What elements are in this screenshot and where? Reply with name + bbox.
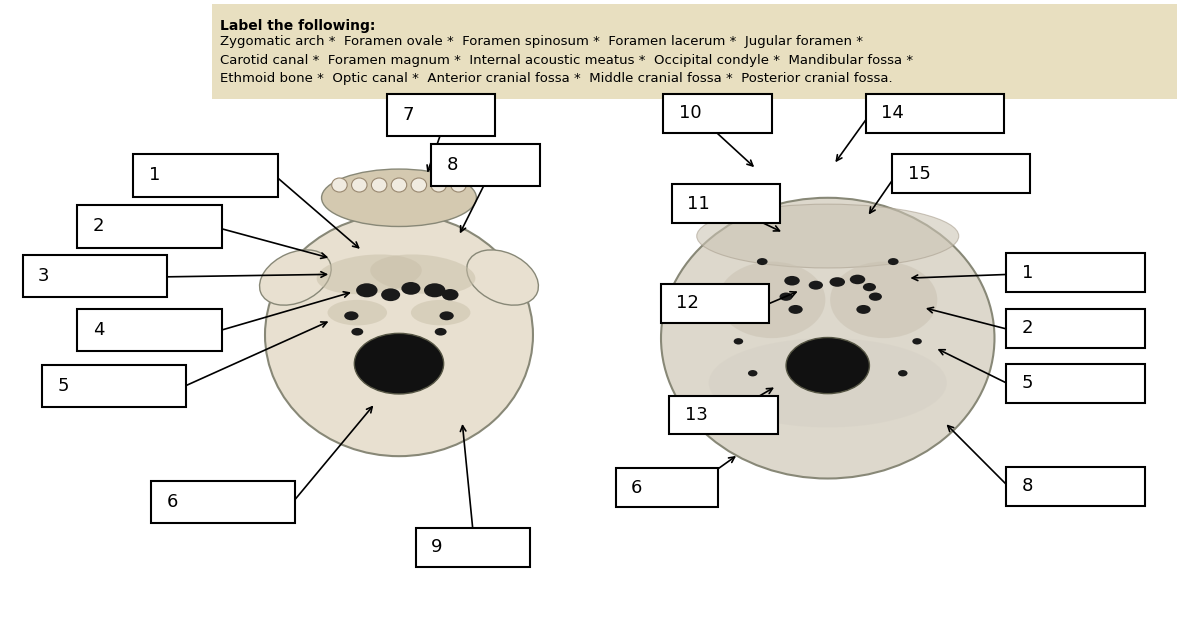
- FancyBboxPatch shape: [616, 468, 718, 507]
- Ellipse shape: [424, 283, 445, 297]
- Ellipse shape: [809, 281, 823, 290]
- Ellipse shape: [322, 169, 476, 226]
- Ellipse shape: [748, 370, 757, 376]
- FancyBboxPatch shape: [151, 481, 295, 523]
- Ellipse shape: [381, 288, 400, 301]
- Ellipse shape: [757, 258, 768, 265]
- Ellipse shape: [788, 305, 803, 314]
- Text: 14: 14: [881, 104, 904, 122]
- Text: 8: 8: [447, 156, 459, 174]
- Ellipse shape: [391, 178, 406, 192]
- Ellipse shape: [718, 262, 825, 338]
- Ellipse shape: [862, 283, 875, 291]
- Ellipse shape: [830, 262, 937, 338]
- FancyBboxPatch shape: [431, 144, 540, 186]
- Ellipse shape: [856, 305, 871, 314]
- Text: 2: 2: [1022, 319, 1034, 338]
- FancyBboxPatch shape: [661, 284, 769, 323]
- Text: 15: 15: [908, 165, 930, 183]
- Text: Label the following:: Label the following:: [220, 19, 375, 33]
- Ellipse shape: [435, 328, 447, 336]
- Text: 5: 5: [1022, 374, 1034, 392]
- Ellipse shape: [450, 178, 467, 192]
- Ellipse shape: [411, 300, 470, 325]
- Text: Carotid canal *  Foramen magnum *  Internal acoustic meatus *  Occipital condyle: Carotid canal * Foramen magnum * Interna…: [220, 54, 913, 66]
- FancyBboxPatch shape: [387, 94, 495, 136]
- Text: 1: 1: [149, 167, 161, 184]
- Text: 8: 8: [1022, 477, 1034, 496]
- Text: 10: 10: [679, 104, 701, 122]
- Text: 1: 1: [1022, 263, 1034, 282]
- Ellipse shape: [868, 292, 881, 300]
- Ellipse shape: [661, 198, 994, 478]
- Text: 3: 3: [38, 267, 50, 285]
- Ellipse shape: [317, 255, 422, 294]
- FancyBboxPatch shape: [23, 255, 167, 297]
- Ellipse shape: [401, 282, 420, 295]
- FancyBboxPatch shape: [77, 309, 222, 351]
- Ellipse shape: [431, 178, 447, 192]
- Text: 7: 7: [403, 106, 414, 124]
- FancyBboxPatch shape: [212, 4, 1177, 99]
- Ellipse shape: [442, 289, 459, 300]
- Ellipse shape: [850, 274, 865, 285]
- Text: 9: 9: [431, 538, 443, 556]
- Ellipse shape: [356, 283, 378, 297]
- Ellipse shape: [734, 338, 743, 345]
- Text: 2: 2: [93, 218, 105, 235]
- Text: 5: 5: [57, 377, 69, 395]
- FancyBboxPatch shape: [1006, 467, 1145, 506]
- Ellipse shape: [328, 300, 387, 325]
- FancyBboxPatch shape: [1006, 309, 1145, 348]
- Ellipse shape: [411, 178, 426, 192]
- FancyBboxPatch shape: [866, 94, 1004, 133]
- Ellipse shape: [370, 255, 475, 294]
- Ellipse shape: [467, 250, 538, 305]
- Ellipse shape: [697, 204, 959, 268]
- Ellipse shape: [780, 292, 793, 300]
- Ellipse shape: [355, 333, 443, 394]
- Ellipse shape: [898, 370, 908, 376]
- FancyBboxPatch shape: [42, 365, 186, 407]
- Text: 6: 6: [631, 478, 643, 497]
- FancyBboxPatch shape: [663, 94, 772, 133]
- FancyBboxPatch shape: [672, 184, 780, 223]
- FancyBboxPatch shape: [1006, 364, 1145, 403]
- Ellipse shape: [351, 178, 367, 192]
- Text: 4: 4: [93, 321, 105, 339]
- Ellipse shape: [784, 276, 800, 286]
- Text: Zygomatic arch *  Foramen ovale *  Foramen spinosum *  Foramen lacerum *  Jugula: Zygomatic arch * Foramen ovale * Foramen…: [220, 35, 863, 48]
- Ellipse shape: [786, 338, 869, 394]
- Text: 13: 13: [685, 406, 707, 424]
- FancyBboxPatch shape: [669, 396, 778, 434]
- FancyBboxPatch shape: [77, 205, 222, 248]
- FancyBboxPatch shape: [133, 154, 278, 197]
- Text: 6: 6: [167, 493, 179, 511]
- Ellipse shape: [439, 311, 454, 320]
- FancyBboxPatch shape: [416, 528, 530, 567]
- Ellipse shape: [331, 178, 348, 192]
- FancyBboxPatch shape: [892, 154, 1030, 193]
- Text: 11: 11: [687, 195, 710, 213]
- Ellipse shape: [829, 277, 844, 287]
- Ellipse shape: [344, 311, 358, 320]
- Ellipse shape: [372, 178, 387, 192]
- FancyBboxPatch shape: [1006, 253, 1145, 292]
- Text: Ethmoid bone *  Optic canal *  Anterior cranial fossa *  Middle cranial fossa * : Ethmoid bone * Optic canal * Anterior cr…: [220, 72, 893, 85]
- Text: 12: 12: [676, 294, 699, 313]
- Ellipse shape: [887, 258, 898, 265]
- Ellipse shape: [709, 338, 947, 427]
- Ellipse shape: [264, 214, 534, 456]
- Ellipse shape: [351, 328, 363, 336]
- Ellipse shape: [912, 338, 922, 345]
- Ellipse shape: [260, 250, 331, 305]
